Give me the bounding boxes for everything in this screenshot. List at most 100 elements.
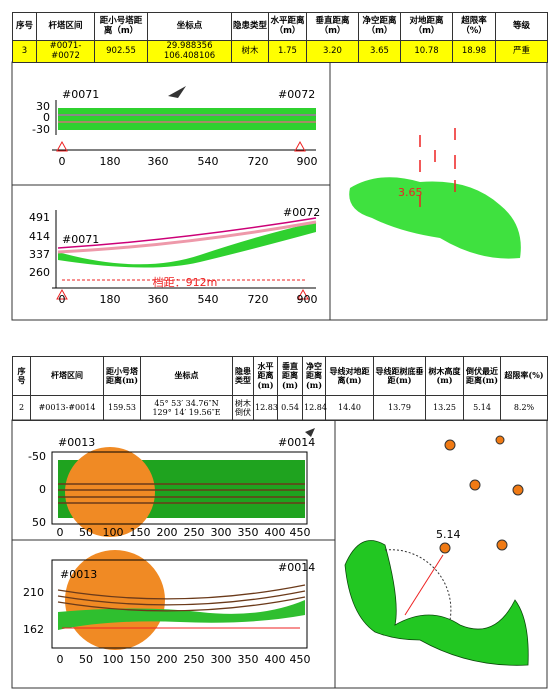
header-cell: 杆塔区间 (30, 356, 104, 396)
header-cell: 垂直距离(m) (277, 356, 303, 396)
label: #0013 (60, 568, 97, 581)
label: 450 (290, 653, 311, 666)
report-table: 序号 杆塔区间 距小号塔距离(m) 坐标点 隐患类型 水平距离(m) 垂直距离(m) 净空距离… (12, 356, 548, 421)
cell: 2 (12, 395, 31, 421)
label: 210 (23, 586, 44, 599)
label: 180 (100, 155, 121, 168)
report-table: 序号 杆塔区间 距小号塔距离（m） 坐标点 隐患类型 水平距离（m） 垂直距离（m） 净空距离… (12, 12, 548, 63)
tower-marker (56, 140, 306, 152)
label: 0 (43, 111, 50, 124)
cell: 0.54 (277, 395, 303, 421)
label: 0 (57, 526, 64, 539)
label: 350 (238, 526, 259, 539)
header-cell: 对地距离（m） (400, 12, 453, 41)
header-cell: 杆塔区间 (36, 12, 95, 41)
cell: 12.84 (302, 395, 327, 421)
label: -50 (28, 450, 46, 463)
cell: 5.14 (463, 395, 501, 421)
label: 200 (157, 526, 178, 539)
label: 400 (265, 653, 286, 666)
header-cell: 净空距离(m) (302, 356, 326, 396)
cell: 45° 53′ 34.76″N 129° 14′ 19.56″E (140, 395, 233, 421)
label: 30 (36, 100, 50, 113)
label: 720 (248, 293, 269, 306)
label: 491 (29, 211, 50, 224)
risk-zone (65, 550, 165, 650)
cell: 159.53 (103, 395, 141, 421)
conductor (57, 217, 317, 249)
tree-tops (439, 435, 524, 554)
label: 150 (130, 653, 151, 666)
label: 50 (79, 653, 93, 666)
axis-box (51, 559, 308, 649)
distance-line (404, 554, 444, 616)
header-cell: 隐患类型 (232, 356, 254, 396)
label: #0072 (278, 88, 315, 101)
label: #0072 (283, 206, 320, 219)
cell-line: 45° 53′ 34.76″N (154, 398, 219, 408)
header-cell: 坐标点 (140, 356, 233, 396)
cell: 18.98 (452, 40, 496, 63)
header-cell: 倒伏最近距离(m) (463, 356, 501, 396)
cell: 树木 (231, 40, 269, 63)
cell: 3.20 (306, 40, 359, 63)
north-arrow (305, 428, 315, 437)
cell: 14.40 (325, 395, 374, 421)
label: 0 (59, 155, 66, 168)
header-cell: 距小号塔距离(m) (103, 356, 141, 396)
conductor (57, 584, 306, 612)
label: 100 (103, 526, 124, 539)
label: 250 (184, 526, 205, 539)
header-cell: 净空距离（m） (358, 12, 401, 41)
point-cloud (344, 540, 529, 666)
conductor (57, 220, 317, 254)
conductor-points (419, 128, 456, 207)
cell: 严重 (495, 40, 548, 63)
label: 300 (211, 653, 232, 666)
risk-zone (65, 447, 155, 537)
label: 900 (297, 293, 318, 306)
cell: 1.75 (268, 40, 307, 63)
label: 900 (297, 155, 318, 168)
header-cell: 超限率(%) (500, 356, 548, 396)
cell: 3.65 (358, 40, 401, 63)
label: #0014 (278, 436, 315, 449)
label: #0071 (62, 88, 99, 101)
cell: #0013-#0014 (30, 395, 104, 421)
header-cell: 导线对地距离(m) (325, 356, 374, 396)
cell: 13.25 (425, 395, 464, 421)
terrain (58, 600, 305, 630)
label: 400 (265, 526, 286, 539)
header-cell: 序号 (12, 356, 31, 396)
header-cell: 超限率（%） (452, 12, 496, 41)
label: #0014 (278, 561, 315, 574)
label: #0071 (62, 233, 99, 246)
cell: 902.55 (94, 40, 148, 63)
header-cell: 水平距离(m) (253, 356, 278, 396)
header-cell: 垂直距离（m） (306, 12, 359, 41)
label: -30 (32, 123, 50, 136)
label: 162 (23, 623, 44, 636)
label: 档距：912m (153, 275, 218, 289)
cell: 12.83 (253, 395, 278, 421)
header-cell: 水平距离（m） (268, 12, 307, 41)
label: 0 (59, 293, 66, 306)
label: 0 (39, 483, 46, 496)
label: 5.14 (436, 528, 461, 541)
label: #0013 (58, 436, 95, 449)
label: 360 (148, 293, 169, 306)
label: 200 (157, 653, 178, 666)
label: 180 (100, 293, 121, 306)
cell: 13.79 (373, 395, 426, 421)
label: 450 (290, 526, 311, 539)
header-cell: 序号 (12, 12, 37, 41)
label: 720 (248, 155, 269, 168)
cell: 29.988356 106.408106 (147, 40, 232, 63)
label: 414 (29, 230, 50, 243)
header-cell: 隐患类型 (231, 12, 269, 41)
label: 540 (198, 155, 219, 168)
header-cell: 坐标点 (147, 12, 232, 41)
label: 100 (103, 653, 124, 666)
